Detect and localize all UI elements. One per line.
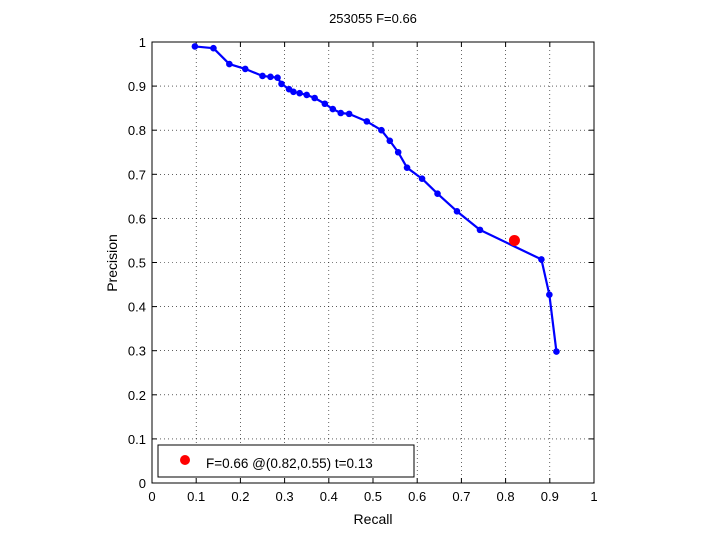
grid-lines [152,42,594,483]
pr-point [274,74,281,82]
x-tick-label: 0.4 [320,489,338,504]
legend: F=0.66 @(0.82,0.55) t=0.13 [157,444,415,478]
pr-point [476,226,484,234]
x-tick-label: 1 [590,489,597,504]
y-tick-label: 1 [139,35,146,50]
x-tick-label: 0.8 [497,489,515,504]
x-tick-label: 0 [148,489,155,504]
pr-point [329,105,337,113]
y-tick-label: 0.2 [128,388,146,403]
legend-label: F=0.66 @(0.82,0.55) t=0.13 [206,456,373,471]
x-tick-label: 0.6 [408,489,426,504]
optimal-f-point [508,234,520,246]
legend-marker [180,455,190,465]
y-tick-label: 0.3 [128,344,146,359]
pr-point [363,118,371,125]
pr-point [259,72,266,80]
pr-point [378,126,385,134]
y-tick-label: 0.7 [128,167,146,182]
x-axis-label: Recall [354,511,393,527]
y-tick-label: 0.9 [128,79,146,94]
x-tick-label: 0.5 [364,489,382,504]
pr-point [241,65,249,73]
x-tick-label: 0.2 [231,489,249,504]
pr-point [434,190,441,198]
pr-point [210,44,217,52]
pr-point [394,148,402,156]
x-tick-label: 0.9 [541,489,559,504]
y-tick-label: 0.6 [128,211,146,226]
pr-point [538,256,545,263]
legend-box [157,444,415,478]
pr-point [386,137,394,145]
x-tick-label: 0.1 [187,489,205,504]
axis-ticks: 0 0.1 0.2 0.3 0.4 0.5 0.6 0.7 0.8 0.9 1 0 0.1 0.2 0.3 0… [128,35,598,504]
pr-point [267,73,274,81]
pr-point [290,88,297,96]
pr-point [337,109,345,117]
pr-point [303,91,311,99]
pr-point [553,348,560,355]
y-tick-label: 0.1 [128,432,146,447]
pr-point [403,164,411,171]
y-tick-label: 0 [139,476,146,491]
x-tick-label: 0.7 [452,489,470,504]
pr-point [311,94,318,102]
chart-title: 253055 F=0.66 [329,11,417,26]
y-tick-label: 0.5 [128,256,146,271]
pr-point [226,60,233,68]
y-axis-label: Precision [104,234,120,292]
pr-curve-line [194,45,558,352]
pr-point [345,110,353,118]
series-layer [191,43,560,355]
pr-point [321,100,329,108]
pr-point [453,208,461,215]
pr-point [278,80,285,88]
pr-point [296,89,303,97]
pr-point [418,175,426,183]
pr-point [191,43,199,50]
x-tick-label: 0.3 [276,489,294,504]
y-tick-label: 0.8 [128,123,146,138]
pr-point [546,291,553,298]
y-tick-label: 0.4 [128,300,146,315]
